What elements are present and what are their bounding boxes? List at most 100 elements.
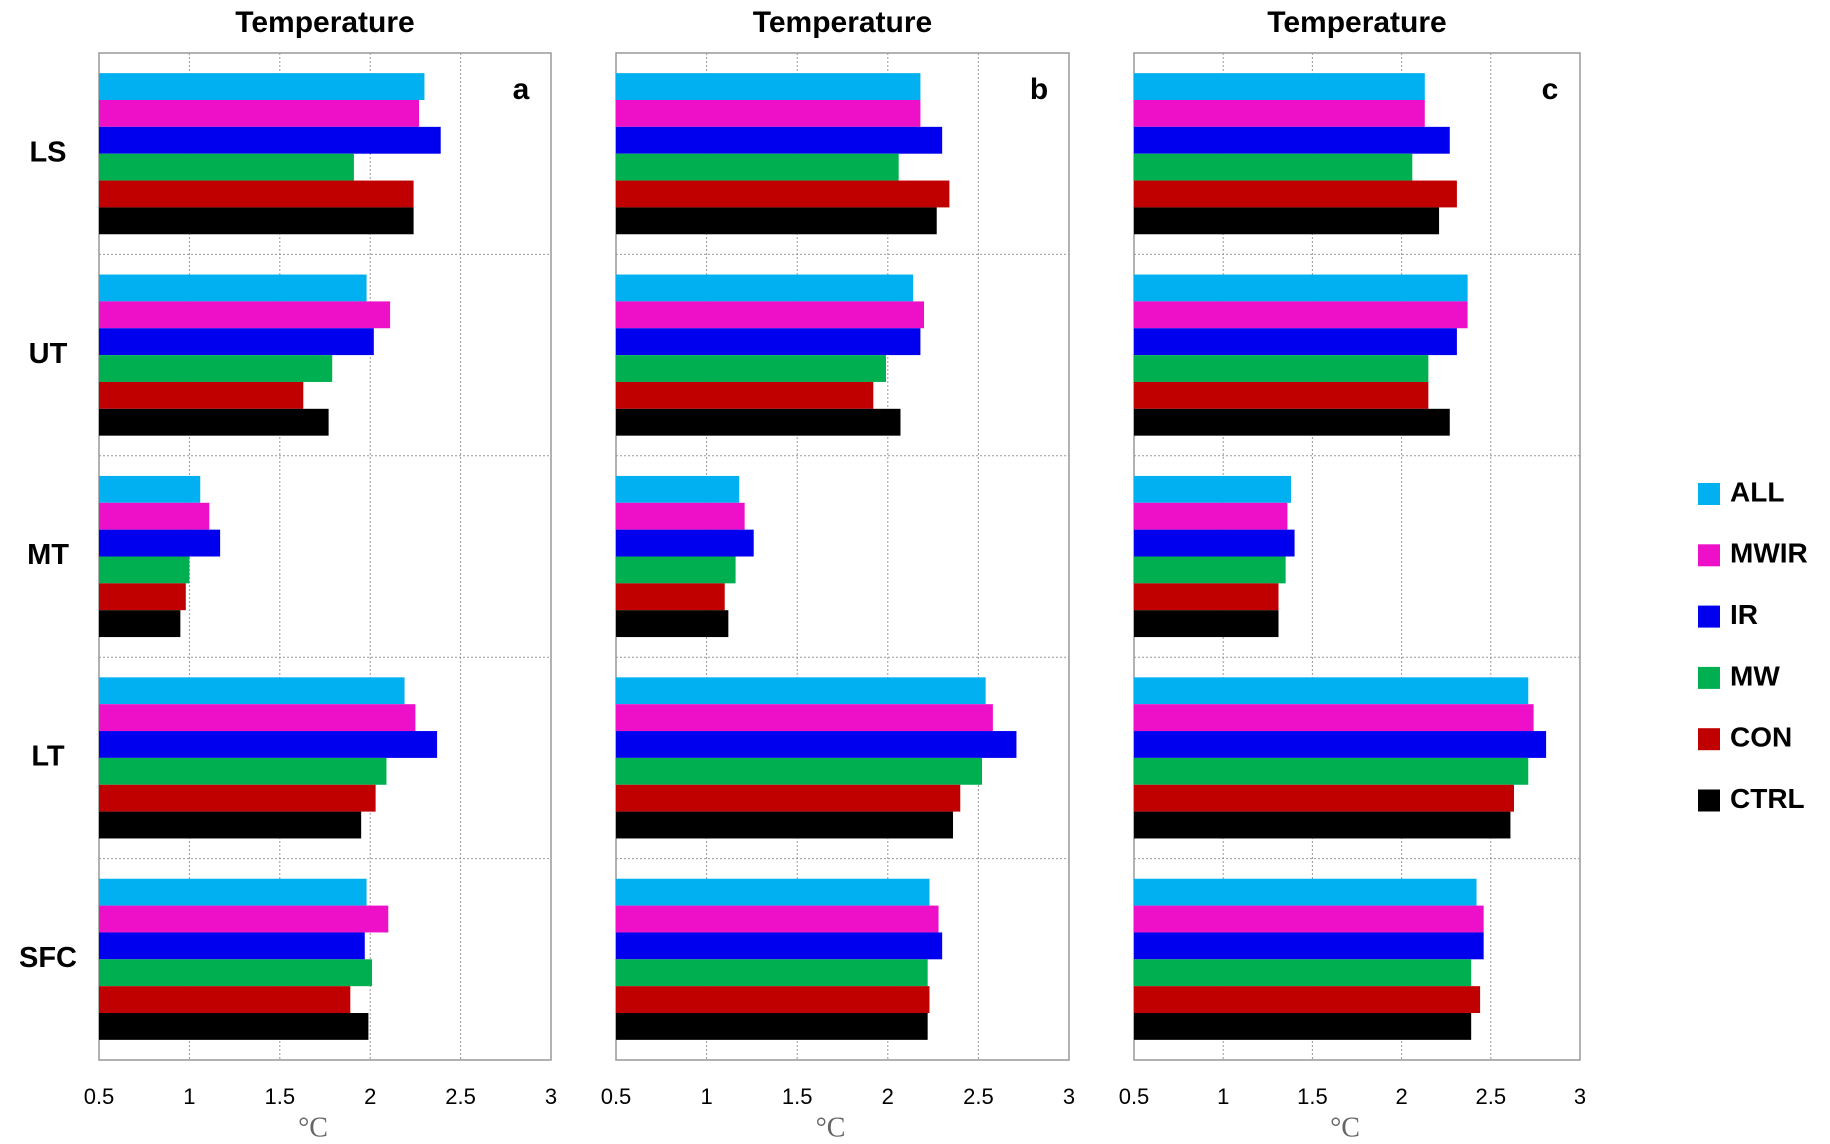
bar bbox=[99, 502, 210, 530]
bar bbox=[99, 811, 362, 839]
y-tick-label: LS bbox=[29, 136, 66, 168]
x-tick-label: 2 bbox=[364, 1084, 376, 1109]
x-tick-label: 0.5 bbox=[84, 1084, 115, 1109]
bar bbox=[1134, 73, 1425, 100]
x-tick-label: 3 bbox=[1574, 1084, 1586, 1109]
bar bbox=[1134, 99, 1425, 127]
bar bbox=[1134, 1013, 1472, 1040]
bar bbox=[99, 207, 414, 235]
panel-label: b bbox=[1030, 73, 1048, 106]
x-axis-label: °C bbox=[298, 1112, 328, 1143]
x-tick-label: 1 bbox=[1217, 1084, 1229, 1109]
bar bbox=[1134, 784, 1514, 812]
bar bbox=[616, 905, 939, 933]
bar bbox=[99, 1013, 369, 1040]
bar bbox=[616, 301, 925, 329]
bar bbox=[616, 677, 986, 705]
bar bbox=[1134, 932, 1484, 960]
x-tick-label: 2.5 bbox=[963, 1084, 994, 1109]
bar bbox=[616, 73, 921, 100]
bar bbox=[1134, 986, 1481, 1014]
bar bbox=[1134, 677, 1529, 705]
bar bbox=[1134, 959, 1472, 987]
legend-label: MW bbox=[1730, 660, 1780, 691]
bar bbox=[1134, 529, 1295, 557]
bar bbox=[1134, 126, 1450, 154]
bar bbox=[99, 959, 373, 987]
x-tick-label: 1.5 bbox=[1297, 1084, 1328, 1109]
bar bbox=[616, 878, 930, 906]
bar bbox=[616, 610, 729, 638]
legend-swatch bbox=[1698, 728, 1720, 751]
legend-label: CON bbox=[1730, 722, 1792, 753]
bar bbox=[1134, 757, 1529, 785]
legend-label: CTRL bbox=[1730, 783, 1805, 814]
bar bbox=[616, 757, 983, 785]
legend-swatch bbox=[1698, 544, 1720, 567]
bar bbox=[616, 583, 725, 611]
bar bbox=[616, 704, 993, 732]
bar bbox=[616, 274, 914, 302]
bar bbox=[99, 986, 351, 1014]
bar bbox=[99, 556, 190, 584]
bar bbox=[99, 153, 354, 181]
bar bbox=[616, 180, 950, 208]
legend-label: IR bbox=[1730, 599, 1758, 630]
bar bbox=[616, 811, 954, 839]
bar bbox=[1134, 301, 1468, 329]
panel-title: Temperature bbox=[753, 6, 933, 39]
bar bbox=[616, 207, 937, 235]
bar bbox=[616, 381, 874, 409]
bar bbox=[616, 986, 930, 1014]
bar bbox=[1134, 408, 1450, 436]
bar bbox=[616, 556, 736, 584]
bar bbox=[1134, 355, 1429, 382]
bar bbox=[99, 731, 438, 758]
bar bbox=[99, 610, 181, 638]
panel-label: a bbox=[513, 73, 530, 106]
bar bbox=[616, 99, 921, 127]
x-tick-label: 2 bbox=[1395, 1084, 1407, 1109]
y-tick-label: SFC bbox=[19, 942, 77, 974]
bar bbox=[99, 704, 416, 732]
bar bbox=[616, 408, 901, 436]
bar bbox=[1134, 274, 1468, 302]
bar bbox=[616, 126, 943, 154]
x-tick-label: 1 bbox=[183, 1084, 195, 1109]
bar bbox=[1134, 153, 1413, 181]
bar bbox=[99, 73, 425, 100]
x-tick-label: 2.5 bbox=[1476, 1084, 1507, 1109]
panel-label: c bbox=[1542, 73, 1559, 106]
bar bbox=[616, 784, 961, 812]
bar bbox=[616, 355, 886, 382]
bar bbox=[616, 529, 754, 557]
bar bbox=[1134, 381, 1429, 409]
bar bbox=[99, 301, 391, 329]
legend-label: MWIR bbox=[1730, 538, 1808, 569]
x-tick-label: 1 bbox=[700, 1084, 712, 1109]
x-axis-label: °C bbox=[816, 1112, 846, 1143]
bar bbox=[616, 932, 943, 960]
bar bbox=[1134, 704, 1534, 732]
bar bbox=[99, 529, 221, 557]
legend-label: ALL bbox=[1730, 476, 1784, 507]
bar bbox=[99, 784, 376, 812]
bar bbox=[1134, 583, 1279, 611]
bar bbox=[99, 381, 304, 409]
panel-title: Temperature bbox=[235, 6, 415, 39]
bar bbox=[99, 757, 387, 785]
legend-swatch bbox=[1698, 483, 1720, 505]
x-tick-label: 1.5 bbox=[265, 1084, 296, 1109]
y-tick-label: MT bbox=[27, 539, 69, 571]
legend-swatch bbox=[1698, 605, 1720, 628]
bar bbox=[1134, 328, 1457, 356]
bar bbox=[1134, 905, 1484, 933]
x-axis-label: °C bbox=[1330, 1112, 1360, 1143]
panel-title: Temperature bbox=[1267, 6, 1447, 39]
legend-swatch bbox=[1698, 789, 1720, 812]
bar bbox=[99, 180, 414, 208]
bar bbox=[1134, 811, 1511, 839]
bar bbox=[99, 126, 441, 154]
x-tick-label: 3 bbox=[545, 1084, 557, 1109]
